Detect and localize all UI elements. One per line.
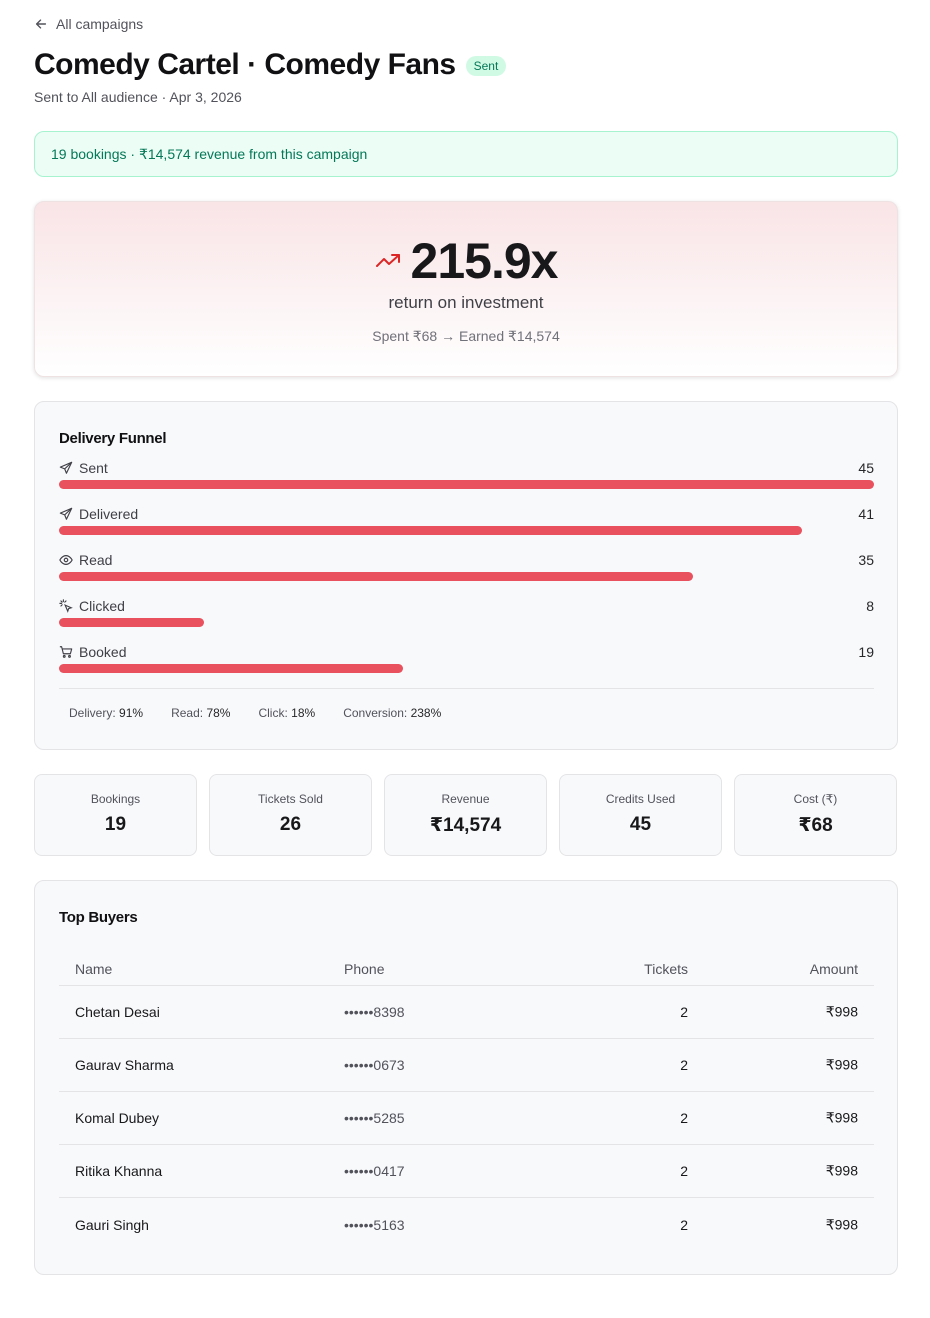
stat-card-tickets-sold: Tickets Sold 26 [209,774,372,856]
roi-main: 215.9x [35,232,897,290]
buyer-phone: ••••••0673 [344,1057,405,1073]
top-buyers-card: Top Buyers Name Phone Tickets Amount Che… [34,880,898,1275]
funnel-row-read: Read 35 [59,552,874,588]
funnel-count: 19 [858,644,874,660]
funnel-bar-clicked [59,618,204,627]
buyer-amount: ₹998 [825,1056,858,1073]
funnel-title: Delivery Funnel [59,430,167,447]
buyer-tickets: 2 [680,1216,688,1233]
send-icon [59,507,73,520]
page-title: Comedy Cartel · Comedy Fans [34,48,456,81]
stat-card-revenue: Revenue ₹14,574 [384,774,547,856]
funnel-label: Clicked [79,598,125,614]
table-row: Chetan Desai ••••••8398 2 ₹998 [59,986,874,1039]
buyer-name: Ritika Khanna [75,1163,163,1179]
table-row: Gauri Singh ••••••5163 2 ₹998 [59,1198,874,1251]
stats-row: Bookings 19 Tickets Sold 26 Revenue ₹14,… [34,774,898,856]
back-link-label: All campaigns [56,16,144,32]
funnel-bar-sent [59,480,874,489]
cart-icon [59,646,73,658]
buyer-amount: ₹998 [825,1162,858,1179]
funnel-bar-booked [59,664,404,673]
stat-card-bookings: Bookings 19 [34,774,197,856]
summary-banner: 19 bookings · ₹14,574 revenue from this … [34,131,898,177]
arrow-left-icon [35,19,47,29]
rate-delivery: Delivery: 91% [69,706,144,720]
stat-label: Revenue [441,792,490,806]
buyer-tickets: 2 [680,1004,688,1020]
buyer-tickets: 2 [680,1110,688,1126]
funnel-row-clicked: Clicked 8 [59,598,874,634]
funnel-count: 41 [858,506,874,522]
funnel-label: Read [79,552,113,568]
top-buyers-title: Top Buyers [59,909,138,926]
roi-spent-earned: Spent ₹68 → Earned ₹14,574 [372,328,560,344]
buyers-table: Name Phone Tickets Amount Chetan Desai •… [59,947,874,1251]
page-subtitle: Sent to All audience · Apr 3, 2026 [34,89,242,105]
buyer-name: Gaurav Sharma [75,1057,174,1073]
buyer-name: Gauri Singh [75,1216,149,1233]
buyer-tickets: 2 [680,1163,688,1179]
roi-label: return on investment [388,293,544,312]
stat-value: 26 [279,814,302,835]
funnel-bar-delivered [59,526,802,535]
back-link[interactable]: All campaigns [34,16,143,32]
buyer-name: Chetan Desai [75,1004,160,1020]
funnel-count: 35 [858,552,874,568]
funnel-count: 8 [866,598,874,614]
buyer-phone: ••••••0417 [344,1163,405,1179]
trending-up-icon [375,254,400,267]
buyer-amount: ₹998 [825,1216,858,1232]
stat-card-cost: Cost (₹) ₹68 [734,774,897,856]
send-icon [59,461,73,474]
funnel-label: Delivered [79,506,139,522]
table-row: Komal Dubey ••••••5285 2 ₹998 [59,1092,874,1145]
stat-label: Bookings [90,792,141,806]
stat-label: Credits Used [605,792,676,806]
buyer-phone: ••••••5163 [344,1216,405,1233]
buyer-phone: ••••••5285 [344,1110,405,1126]
eye-icon [59,555,73,565]
rate-click: Click: 18% [258,706,316,720]
stat-value: 19 [104,814,127,835]
funnel-rates: Delivery: 91% Read: 78% Click: 18% Conve… [69,706,441,720]
stat-label: Cost (₹) [793,792,838,806]
buyer-phone: ••••••8398 [344,1004,405,1020]
funnel-row-booked: Booked 19 [59,644,874,680]
buyer-name: Komal Dubey [75,1110,160,1126]
title-row: Comedy Cartel · Comedy Fans Sent [34,48,507,82]
summary-banner-text: 19 bookings · ₹14,574 revenue from this … [51,145,368,162]
funnel-divider [59,688,874,689]
click-icon [59,599,73,613]
table-row: Ritika Khanna ••••••0417 2 ₹998 [59,1145,874,1198]
column-header-amount: Amount [809,961,858,977]
column-header-tickets: Tickets [644,961,688,977]
funnel-label: Booked [79,644,127,660]
table-row: Gaurav Sharma ••••••0673 2 ₹998 [59,1039,874,1092]
table-header: Name Phone Tickets Amount [59,947,874,986]
funnel-count: 45 [858,460,874,476]
buyer-tickets: 2 [680,1057,688,1073]
stat-label: Tickets Sold [258,792,323,806]
roi-card: 215.9x return on investment Spent ₹68 → … [34,201,898,377]
funnel-bar-read [59,572,693,581]
column-header-name: Name [75,961,113,977]
roi-value: 215.9x [410,233,559,289]
funnel-label: Sent [79,460,108,476]
status-badge: Sent [465,56,507,76]
stat-value: 45 [629,814,652,835]
stat-card-credits-used: Credits Used 45 [559,774,722,856]
delivery-funnel-card: Delivery Funnel Sent 45 Delivered 41 Rea… [34,401,898,750]
column-header-phone: Phone [344,961,385,977]
stat-value: ₹68 [798,815,833,836]
buyer-amount: ₹998 [825,1109,858,1126]
funnel-row-delivered: Delivered 41 [59,506,874,542]
funnel-row-sent: Sent 45 [59,460,874,496]
rate-conversion: Conversion: 238% [343,706,442,720]
rate-read: Read: 78% [171,706,231,720]
buyer-amount: ₹998 [825,1003,858,1020]
stat-value: ₹14,574 [429,815,502,836]
